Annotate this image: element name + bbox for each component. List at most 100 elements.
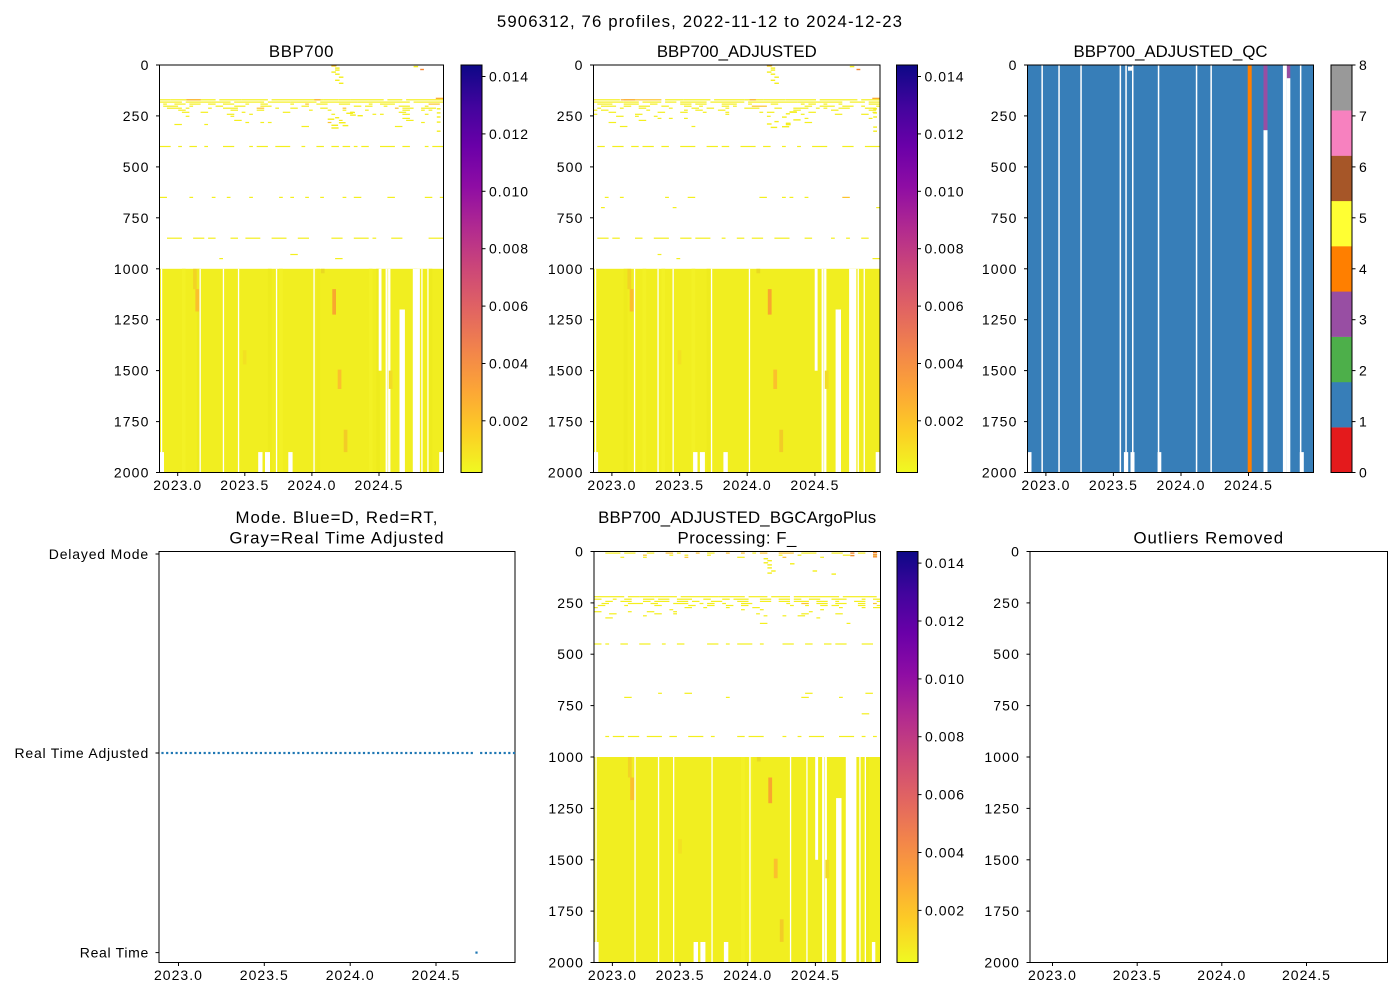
svg-text:2000: 2000 <box>114 465 150 481</box>
svg-text:Real Time: Real Time <box>80 945 149 961</box>
svg-text:2023.0: 2023.0 <box>153 477 202 493</box>
svg-text:2023.5: 2023.5 <box>656 967 705 983</box>
svg-text:1250: 1250 <box>984 800 1020 816</box>
svg-text:BBP700: BBP700 <box>269 42 334 61</box>
svg-text:2023.5: 2023.5 <box>1113 967 1162 983</box>
svg-text:250: 250 <box>123 108 150 124</box>
svg-text:750: 750 <box>557 210 584 226</box>
svg-text:0.008: 0.008 <box>925 729 965 745</box>
svg-text:0.014: 0.014 <box>925 69 965 85</box>
svg-text:0: 0 <box>575 544 584 560</box>
svg-text:2024.5: 2024.5 <box>1224 477 1273 493</box>
svg-text:1000: 1000 <box>548 261 584 277</box>
svg-text:1000: 1000 <box>548 749 584 765</box>
svg-text:0.010: 0.010 <box>489 183 529 199</box>
svg-text:0.002: 0.002 <box>489 413 529 429</box>
svg-text:2023.5: 2023.5 <box>1089 477 1138 493</box>
svg-text:2023.5: 2023.5 <box>655 477 704 493</box>
svg-text:Real Time Adjusted: Real Time Adjusted <box>15 745 149 761</box>
svg-text:500: 500 <box>123 159 150 175</box>
svg-text:0.006: 0.006 <box>489 298 529 314</box>
svg-text:2000: 2000 <box>548 955 584 971</box>
svg-text:1750: 1750 <box>982 414 1018 430</box>
svg-text:1250: 1250 <box>548 312 584 328</box>
svg-text:2000: 2000 <box>984 955 1020 971</box>
svg-text:1500: 1500 <box>982 363 1018 379</box>
svg-text:2000: 2000 <box>982 465 1018 481</box>
svg-text:0.006: 0.006 <box>925 787 965 803</box>
svg-text:0.010: 0.010 <box>925 671 965 687</box>
svg-text:5: 5 <box>1359 210 1368 226</box>
svg-text:6: 6 <box>1359 159 1368 175</box>
svg-text:1500: 1500 <box>984 852 1020 868</box>
svg-text:1750: 1750 <box>548 414 584 430</box>
svg-text:0.002: 0.002 <box>925 413 965 429</box>
svg-text:250: 250 <box>557 108 584 124</box>
svg-text:1000: 1000 <box>984 749 1020 765</box>
svg-text:2024.0: 2024.0 <box>326 967 375 983</box>
svg-text:0.004: 0.004 <box>489 356 529 372</box>
svg-text:2024.0: 2024.0 <box>1156 477 1205 493</box>
svg-text:2: 2 <box>1359 363 1368 379</box>
svg-text:1250: 1250 <box>548 800 584 816</box>
svg-text:750: 750 <box>557 698 584 714</box>
svg-text:2024.5: 2024.5 <box>1282 967 1331 983</box>
svg-text:Mode. Blue=D, Red=RT,: Mode. Blue=D, Red=RT, <box>235 508 438 527</box>
svg-text:0.008: 0.008 <box>489 241 529 257</box>
svg-text:0: 0 <box>1359 465 1368 481</box>
svg-text:1500: 1500 <box>548 363 584 379</box>
svg-text:BBP700_ADJUSTED_BGCArgoPlus: BBP700_ADJUSTED_BGCArgoPlus <box>598 508 876 527</box>
svg-text:2024.5: 2024.5 <box>354 477 403 493</box>
svg-text:2023.0: 2023.0 <box>154 967 203 983</box>
svg-text:4: 4 <box>1359 261 1368 277</box>
svg-text:1750: 1750 <box>114 414 150 430</box>
svg-text:1500: 1500 <box>114 363 150 379</box>
svg-text:1750: 1750 <box>548 903 584 919</box>
svg-text:Gray=Real Time Adjusted: Gray=Real Time Adjusted <box>229 529 444 548</box>
svg-text:0: 0 <box>141 57 150 73</box>
svg-text:1250: 1250 <box>114 312 150 328</box>
svg-text:250: 250 <box>993 595 1020 611</box>
svg-text:1500: 1500 <box>548 852 584 868</box>
svg-text:2024.0: 2024.0 <box>287 477 336 493</box>
svg-text:2000: 2000 <box>548 465 584 481</box>
svg-text:0.008: 0.008 <box>925 241 965 257</box>
svg-text:2023.0: 2023.0 <box>587 477 636 493</box>
svg-text:500: 500 <box>993 646 1020 662</box>
svg-text:0.014: 0.014 <box>925 555 965 571</box>
svg-text:0.014: 0.014 <box>489 69 529 85</box>
svg-text:BBP700_ADJUSTED: BBP700_ADJUSTED <box>657 42 817 61</box>
svg-text:0.004: 0.004 <box>925 356 965 372</box>
svg-text:500: 500 <box>557 646 584 662</box>
svg-text:Delayed Mode: Delayed Mode <box>49 546 149 562</box>
svg-text:5906312, 76 profiles, 2022-11-: 5906312, 76 profiles, 2022-11-12 to 2024… <box>497 12 903 31</box>
svg-text:3: 3 <box>1359 312 1368 328</box>
svg-text:1250: 1250 <box>982 312 1018 328</box>
svg-text:750: 750 <box>123 210 150 226</box>
svg-text:0.010: 0.010 <box>925 183 965 199</box>
svg-text:0: 0 <box>575 57 584 73</box>
svg-text:250: 250 <box>557 595 584 611</box>
svg-text:1750: 1750 <box>984 903 1020 919</box>
svg-text:2024.5: 2024.5 <box>791 967 840 983</box>
svg-text:500: 500 <box>991 159 1018 175</box>
svg-text:0.006: 0.006 <box>925 298 965 314</box>
svg-text:2023.0: 2023.0 <box>1028 967 1077 983</box>
svg-text:0.004: 0.004 <box>925 845 965 861</box>
svg-text:1000: 1000 <box>982 261 1018 277</box>
svg-text:1: 1 <box>1359 414 1368 430</box>
svg-text:8: 8 <box>1359 57 1368 73</box>
svg-text:2023.0: 2023.0 <box>588 967 637 983</box>
svg-text:0.012: 0.012 <box>925 126 965 142</box>
svg-text:2024.0: 2024.0 <box>723 967 772 983</box>
svg-text:Processing: F_: Processing: F_ <box>678 529 797 548</box>
svg-text:0: 0 <box>1009 57 1018 73</box>
svg-text:BBP700_ADJUSTED_QC: BBP700_ADJUSTED_QC <box>1074 42 1268 61</box>
svg-text:2023.5: 2023.5 <box>220 477 269 493</box>
svg-text:2023.0: 2023.0 <box>1021 477 1070 493</box>
svg-text:0.012: 0.012 <box>925 613 965 629</box>
svg-text:2024.5: 2024.5 <box>790 477 839 493</box>
svg-text:2024.0: 2024.0 <box>723 477 772 493</box>
svg-text:250: 250 <box>991 108 1018 124</box>
svg-text:2023.5: 2023.5 <box>240 967 289 983</box>
